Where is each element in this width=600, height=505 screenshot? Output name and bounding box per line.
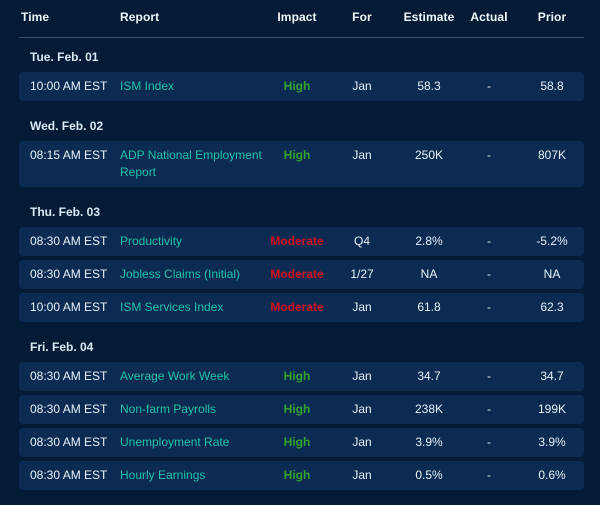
actual-value: - [487,300,491,314]
estimate-value: 0.5% [415,468,443,482]
prior-value: 807K [537,148,567,162]
table-row: 10:00 AM EST ISM Services Index Moderate Ja… [19,293,584,322]
actual-value: - [487,402,491,416]
for-value: Jan [352,402,372,416]
prior-value: 62.3 [540,300,564,314]
report-link[interactable]: Non-farm Payrolls [120,402,217,416]
column-header-estimate: Estimate [403,10,455,24]
time-value: 10:00 AM EST [30,300,108,314]
impact-badge: High [283,468,311,482]
for-value: Jan [352,300,372,314]
table-row: 08:30 AM EST Jobless Claims (Initial) Mode… [19,260,584,289]
for-value: 1/27 [350,267,374,281]
for-value: Q4 [353,234,370,248]
actual-value: - [487,148,491,162]
prior-value: NA [543,267,561,281]
estimate-value: 2.8% [415,234,443,248]
header-divider [19,37,584,38]
impact-badge: Moderate [270,300,324,314]
date-section: Thu. Feb. 03 08:30 AM EST Productivity Mode… [19,205,584,322]
prior-value: 3.9% [538,435,566,449]
table-row: 08:30 AM EST Average Work Week High Jan 34.7… [19,362,584,391]
time-value: 08:30 AM EST [30,267,108,281]
column-header-for: For [352,10,372,24]
estimate-value: 58.3 [417,79,441,93]
impact-badge: High [283,402,311,416]
estimate-value: 238K [414,402,444,416]
table-row: 08:30 AM EST Productivity Moderate Q4 2.8% - -… [19,227,584,256]
table-header: Time Report Impact For Estimate Actual Prior [19,10,584,24]
time-value: 08:30 AM EST [30,234,108,248]
report-link[interactable]: Hourly Earnings [120,468,206,482]
date-section: Tue. Feb. 01 10:00 AM EST ISM Index High Jan… [19,50,584,101]
report-link[interactable]: Average Work Week [120,369,230,383]
column-header-time: Time [21,10,50,24]
calendar-sections: Tue. Feb. 01 10:00 AM EST ISM Index High Jan… [19,50,584,490]
prior-value: 0.6% [538,468,566,482]
date-label: Thu. Feb. 03 [30,205,101,219]
actual-value: - [487,435,491,449]
report-link[interactable]: ADP National Employment Report [120,148,262,179]
date-section: Fri. Feb. 04 08:30 AM EST Average Work Wee… [19,340,584,490]
table-row: 08:30 AM EST Hourly Earnings High Jan 0.5% - 0… [19,461,584,490]
date-section: Wed. Feb. 02 08:15 AM EST ADP National Emp… [19,119,584,187]
actual-value: - [487,79,491,93]
report-link[interactable]: Unemployment Rate [120,435,230,449]
for-value: Jan [352,435,372,449]
actual-value: - [487,234,491,248]
for-value: Jan [352,369,372,383]
date-label: Wed. Feb. 02 [30,119,104,133]
column-header-impact: Impact [277,10,317,24]
table-row: 10:00 AM EST ISM Index High Jan 58.3 - 58.8 [19,72,584,101]
for-value: Jan [352,79,372,93]
table-row: 08:15 AM EST ADP National Employment Repo… [19,141,584,187]
report-link[interactable]: Productivity [120,234,183,248]
report-link[interactable]: Jobless Claims (Initial) [120,267,241,281]
column-header-prior: Prior [537,10,567,24]
actual-value: - [487,468,491,482]
date-label: Tue. Feb. 01 [30,50,99,64]
time-value: 08:15 AM EST [30,148,108,162]
impact-badge: Moderate [270,234,324,248]
for-value: Jan [352,468,372,482]
estimate-value: 3.9% [415,435,443,449]
actual-value: - [487,267,491,281]
impact-badge: High [283,435,311,449]
date-label: Fri. Feb. 04 [30,340,94,354]
time-value: 08:30 AM EST [30,468,108,482]
prior-value: 58.8 [540,79,564,93]
estimate-value: 34.7 [417,369,441,383]
estimate-value: 61.8 [417,300,441,314]
column-header-report: Report [120,10,160,24]
time-value: 08:30 AM EST [30,435,108,449]
impact-badge: High [283,369,311,383]
table-row: 08:30 AM EST Unemployment Rate High Jan 3.9%… [19,428,584,457]
estimate-value: NA [420,267,438,281]
report-link[interactable]: ISM Services Index [120,300,224,314]
prior-value: -5.2% [536,234,568,248]
column-header-actual: Actual [470,10,508,24]
for-value: Jan [352,148,372,162]
estimate-value: 250K [414,148,444,162]
prior-value: 199K [537,402,567,416]
impact-badge: High [283,79,311,93]
actual-value: - [487,369,491,383]
impact-badge: Moderate [270,267,324,281]
impact-badge: High [283,148,311,162]
table-row: 08:30 AM EST Non-farm Payrolls High Jan 238K… [19,395,584,424]
report-link[interactable]: ISM Index [120,79,175,93]
time-value: 08:30 AM EST [30,402,108,416]
time-value: 10:00 AM EST [30,79,108,93]
time-value: 08:30 AM EST [30,369,108,383]
prior-value: 34.7 [540,369,564,383]
